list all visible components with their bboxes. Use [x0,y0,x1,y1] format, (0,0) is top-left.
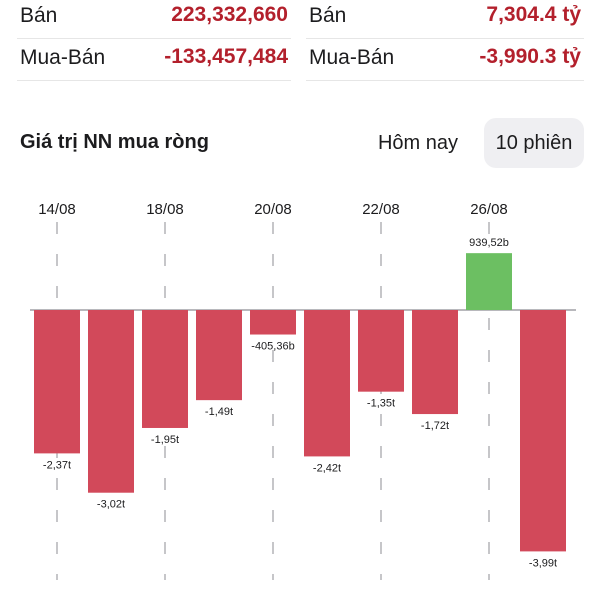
bar-value-label: -2,37t [43,459,71,471]
net-volume-value: -133,457,484 [164,45,288,68]
chart-bar[interactable] [196,310,242,401]
x-tick-label: 22/08 [362,201,400,218]
net-volume-cell: Mua-Bán -133,457,484 [17,42,291,81]
chart-bar[interactable] [520,310,566,552]
sell-volume-cell: Bán 223,332,660 [17,0,291,39]
chart-bar[interactable] [358,310,404,392]
chart-bar[interactable] [250,310,296,335]
sell-value-label: Bán [309,4,347,27]
bar-value-label: -1,49t [205,406,233,418]
net-value-cell: Mua-Bán -3,990.3 tỷ [306,42,584,81]
chart-bar[interactable] [88,310,134,493]
stats-row-sell: Bán 223,332,660 Bán 7,304.4 tỷ [0,0,600,39]
chart-bar[interactable] [412,310,458,415]
bar-value-label: -3,02t [97,499,125,511]
net-value-value: -3,990.3 tỷ [479,45,581,68]
x-tick-label: 18/08 [146,201,184,218]
sell-value-value: 7,304.4 tỷ [486,3,581,26]
bar-value-label: -1,72t [421,420,449,432]
bar-value-label: -1,95t [151,434,179,446]
tab-10-sessions[interactable]: 10 phiên [484,118,584,168]
chart-bar[interactable] [142,310,188,428]
bar-value-label: -2,42t [313,462,341,474]
net-value-label: Mua-Bán [309,46,395,69]
bar-value-label: -1,35t [367,398,395,410]
chart-bars: -2,37t -3,02t -1,95t -1,49t -405,36b -2,42t -1… [34,237,566,569]
sell-volume-label: Bán [20,4,58,27]
chart-bar[interactable] [34,310,80,454]
net-foreign-buy-chart: 14/08 18/08 20/08 22/08 26/08 -2,37t -3,02t -1… [30,201,576,580]
section-title: Giá trị NN mua ròng [20,131,209,153]
sell-volume-value: 223,332,660 [171,3,288,26]
tab-today[interactable]: Hôm nay [377,132,459,154]
x-tick-label: 14/08 [38,201,76,218]
bar-value-label: -3,99t [529,557,557,569]
x-tick-label: 20/08 [254,201,292,218]
chart-bar[interactable] [304,310,350,457]
x-tick-label: 26/08 [470,201,508,218]
stats-row-net: Mua-Bán -133,457,484 Mua-Bán -3,990.3 tỷ [0,42,600,81]
bar-value-label: -405,36b [251,341,294,353]
sell-value-cell: Bán 7,304.4 tỷ [306,0,584,39]
net-volume-label: Mua-Bán [20,46,106,69]
chart-bar[interactable] [466,253,512,310]
bar-value-label: 939,52b [469,237,509,249]
chart-x-axis: 14/08 18/08 20/08 22/08 26/08 [38,201,508,218]
chart-gridlines [56,222,490,580]
